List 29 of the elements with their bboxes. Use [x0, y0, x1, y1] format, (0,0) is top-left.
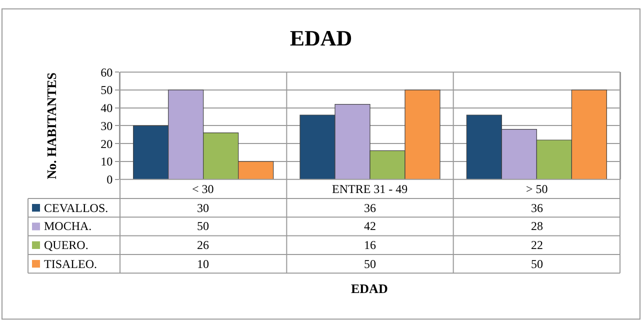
- data-label: 50: [531, 257, 543, 271]
- legend-label: CEVALLOS.: [44, 201, 108, 215]
- data-label: 50: [364, 257, 376, 271]
- data-label: 30: [197, 201, 209, 215]
- y-tick-label: 40: [100, 101, 113, 116]
- chart-title: EDAD: [290, 26, 352, 51]
- y-tick-label: 60: [100, 65, 113, 80]
- data-label: 36: [531, 201, 543, 215]
- data-label: 22: [531, 238, 543, 252]
- data-label: 10: [197, 257, 209, 271]
- x-tick-label: > 50: [526, 182, 548, 196]
- text: EDAD: [351, 281, 388, 296]
- legend-label: QUERO.: [44, 238, 88, 252]
- x-tick-label: < 30: [192, 182, 214, 196]
- data-label: 42: [364, 219, 376, 233]
- legend-label: MOCHA.: [44, 219, 92, 233]
- y-tick-label: 10: [100, 154, 113, 169]
- y-tick-label: 50: [100, 83, 113, 98]
- legend-label: TISALEO.: [44, 257, 97, 271]
- data-label: 28: [531, 219, 543, 233]
- y-tick-label: 0: [106, 172, 113, 187]
- y-tick-label: 20: [100, 136, 113, 151]
- x-tick-label: ENTRE 31 - 49: [332, 182, 408, 196]
- data-label: 16: [364, 238, 376, 252]
- y-tick-label: 30: [100, 118, 113, 133]
- data-label: 50: [197, 219, 209, 233]
- data-label: 36: [364, 201, 376, 215]
- y-axis-title: No. HABITANTES: [44, 72, 59, 180]
- data-label: 26: [197, 238, 209, 252]
